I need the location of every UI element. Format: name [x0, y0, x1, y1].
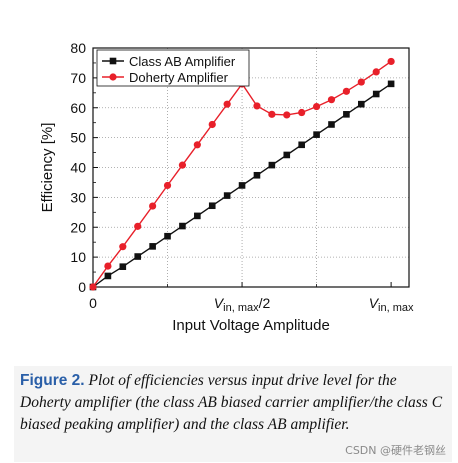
data-point-square [164, 232, 171, 240]
data-point-square [313, 131, 320, 138]
data-point-square [283, 151, 291, 159]
watermark-text: CSDN @硬件老钢丝 [345, 444, 446, 457]
figure-caption: Figure 2. Plot of efficiencies versus in… [20, 370, 450, 436]
data-point-circle [327, 96, 336, 104]
data-point-circle [283, 111, 291, 119]
y-tick-label: 20 [70, 219, 86, 235]
data-point-circle [163, 181, 172, 190]
legend-marker-square [109, 57, 117, 65]
legend-marker-circle [109, 73, 117, 81]
data-point-circle [372, 68, 380, 76]
data-point-circle [387, 57, 395, 66]
data-point-circle [134, 222, 142, 230]
data-point-circle [342, 87, 350, 95]
data-point-square [134, 253, 142, 260]
data-point-circle [253, 102, 261, 110]
data-point-square [328, 121, 335, 128]
data-point-circle [149, 202, 157, 210]
data-point-square [343, 111, 350, 118]
data-point-circle [298, 108, 306, 117]
data-point-square [149, 243, 156, 250]
data-point-circle [119, 243, 127, 251]
data-point-circle [268, 110, 276, 118]
figure-caption-text: Plot of efficiencies versus input drive … [20, 372, 443, 433]
x-tick-label: 0 [89, 295, 97, 311]
figure-label: Figure 2. [20, 372, 85, 389]
x-tick-label: Vin, max [369, 295, 414, 314]
data-point-circle [312, 102, 321, 111]
data-point-square [268, 161, 276, 169]
figure-caption-box: Figure 2. Plot of efficiencies versus in… [14, 366, 452, 462]
y-tick-label: 80 [70, 40, 86, 56]
data-point-circle [193, 141, 201, 149]
data-point-circle [104, 262, 112, 270]
legend-box [96, 49, 250, 87]
data-point-circle [357, 78, 365, 86]
data-point-circle [178, 161, 187, 169]
data-point-square [298, 141, 305, 149]
y-tick-label: 50 [70, 130, 86, 146]
data-point-square [194, 212, 201, 220]
data-point-circle [208, 120, 216, 129]
data-point-square [358, 100, 365, 108]
data-point-square [238, 182, 246, 189]
y-tick-label: 40 [70, 160, 86, 176]
x-axis-label: Input Voltage Amplitude [172, 317, 330, 334]
data-point-square [387, 80, 395, 88]
data-point-circle [223, 100, 231, 108]
efficiency-chart: 0 10 20 30 40 50 60 70 80 0 Vin, max/2 Vin, max Inpu… [39, 40, 414, 334]
legend-label: Class AB Amplifier [129, 54, 236, 69]
data-point-square [208, 202, 216, 210]
x-tick-label: Vin, max/2 [214, 295, 271, 314]
y-axis-label: Efficiency [%] [39, 123, 56, 213]
data-point-square [179, 222, 186, 230]
y-tick-label: 70 [70, 70, 86, 86]
data-point-square [253, 171, 261, 179]
data-point-square [372, 90, 380, 98]
data-point-square [119, 263, 127, 270]
y-tick-label: 10 [70, 249, 86, 265]
y-tick-label: 0 [78, 279, 86, 295]
chart-area: 0 10 20 30 40 50 60 70 80 0 Vin, max/2 Vin, max Inpu… [39, 40, 414, 334]
legend-label: Doherty Amplifier [129, 70, 229, 85]
data-point-square [104, 272, 112, 280]
data-point-circle [89, 283, 97, 291]
y-tick-label: 30 [70, 189, 86, 205]
y-tick-label: 60 [70, 100, 86, 116]
data-point-square [223, 192, 231, 199]
